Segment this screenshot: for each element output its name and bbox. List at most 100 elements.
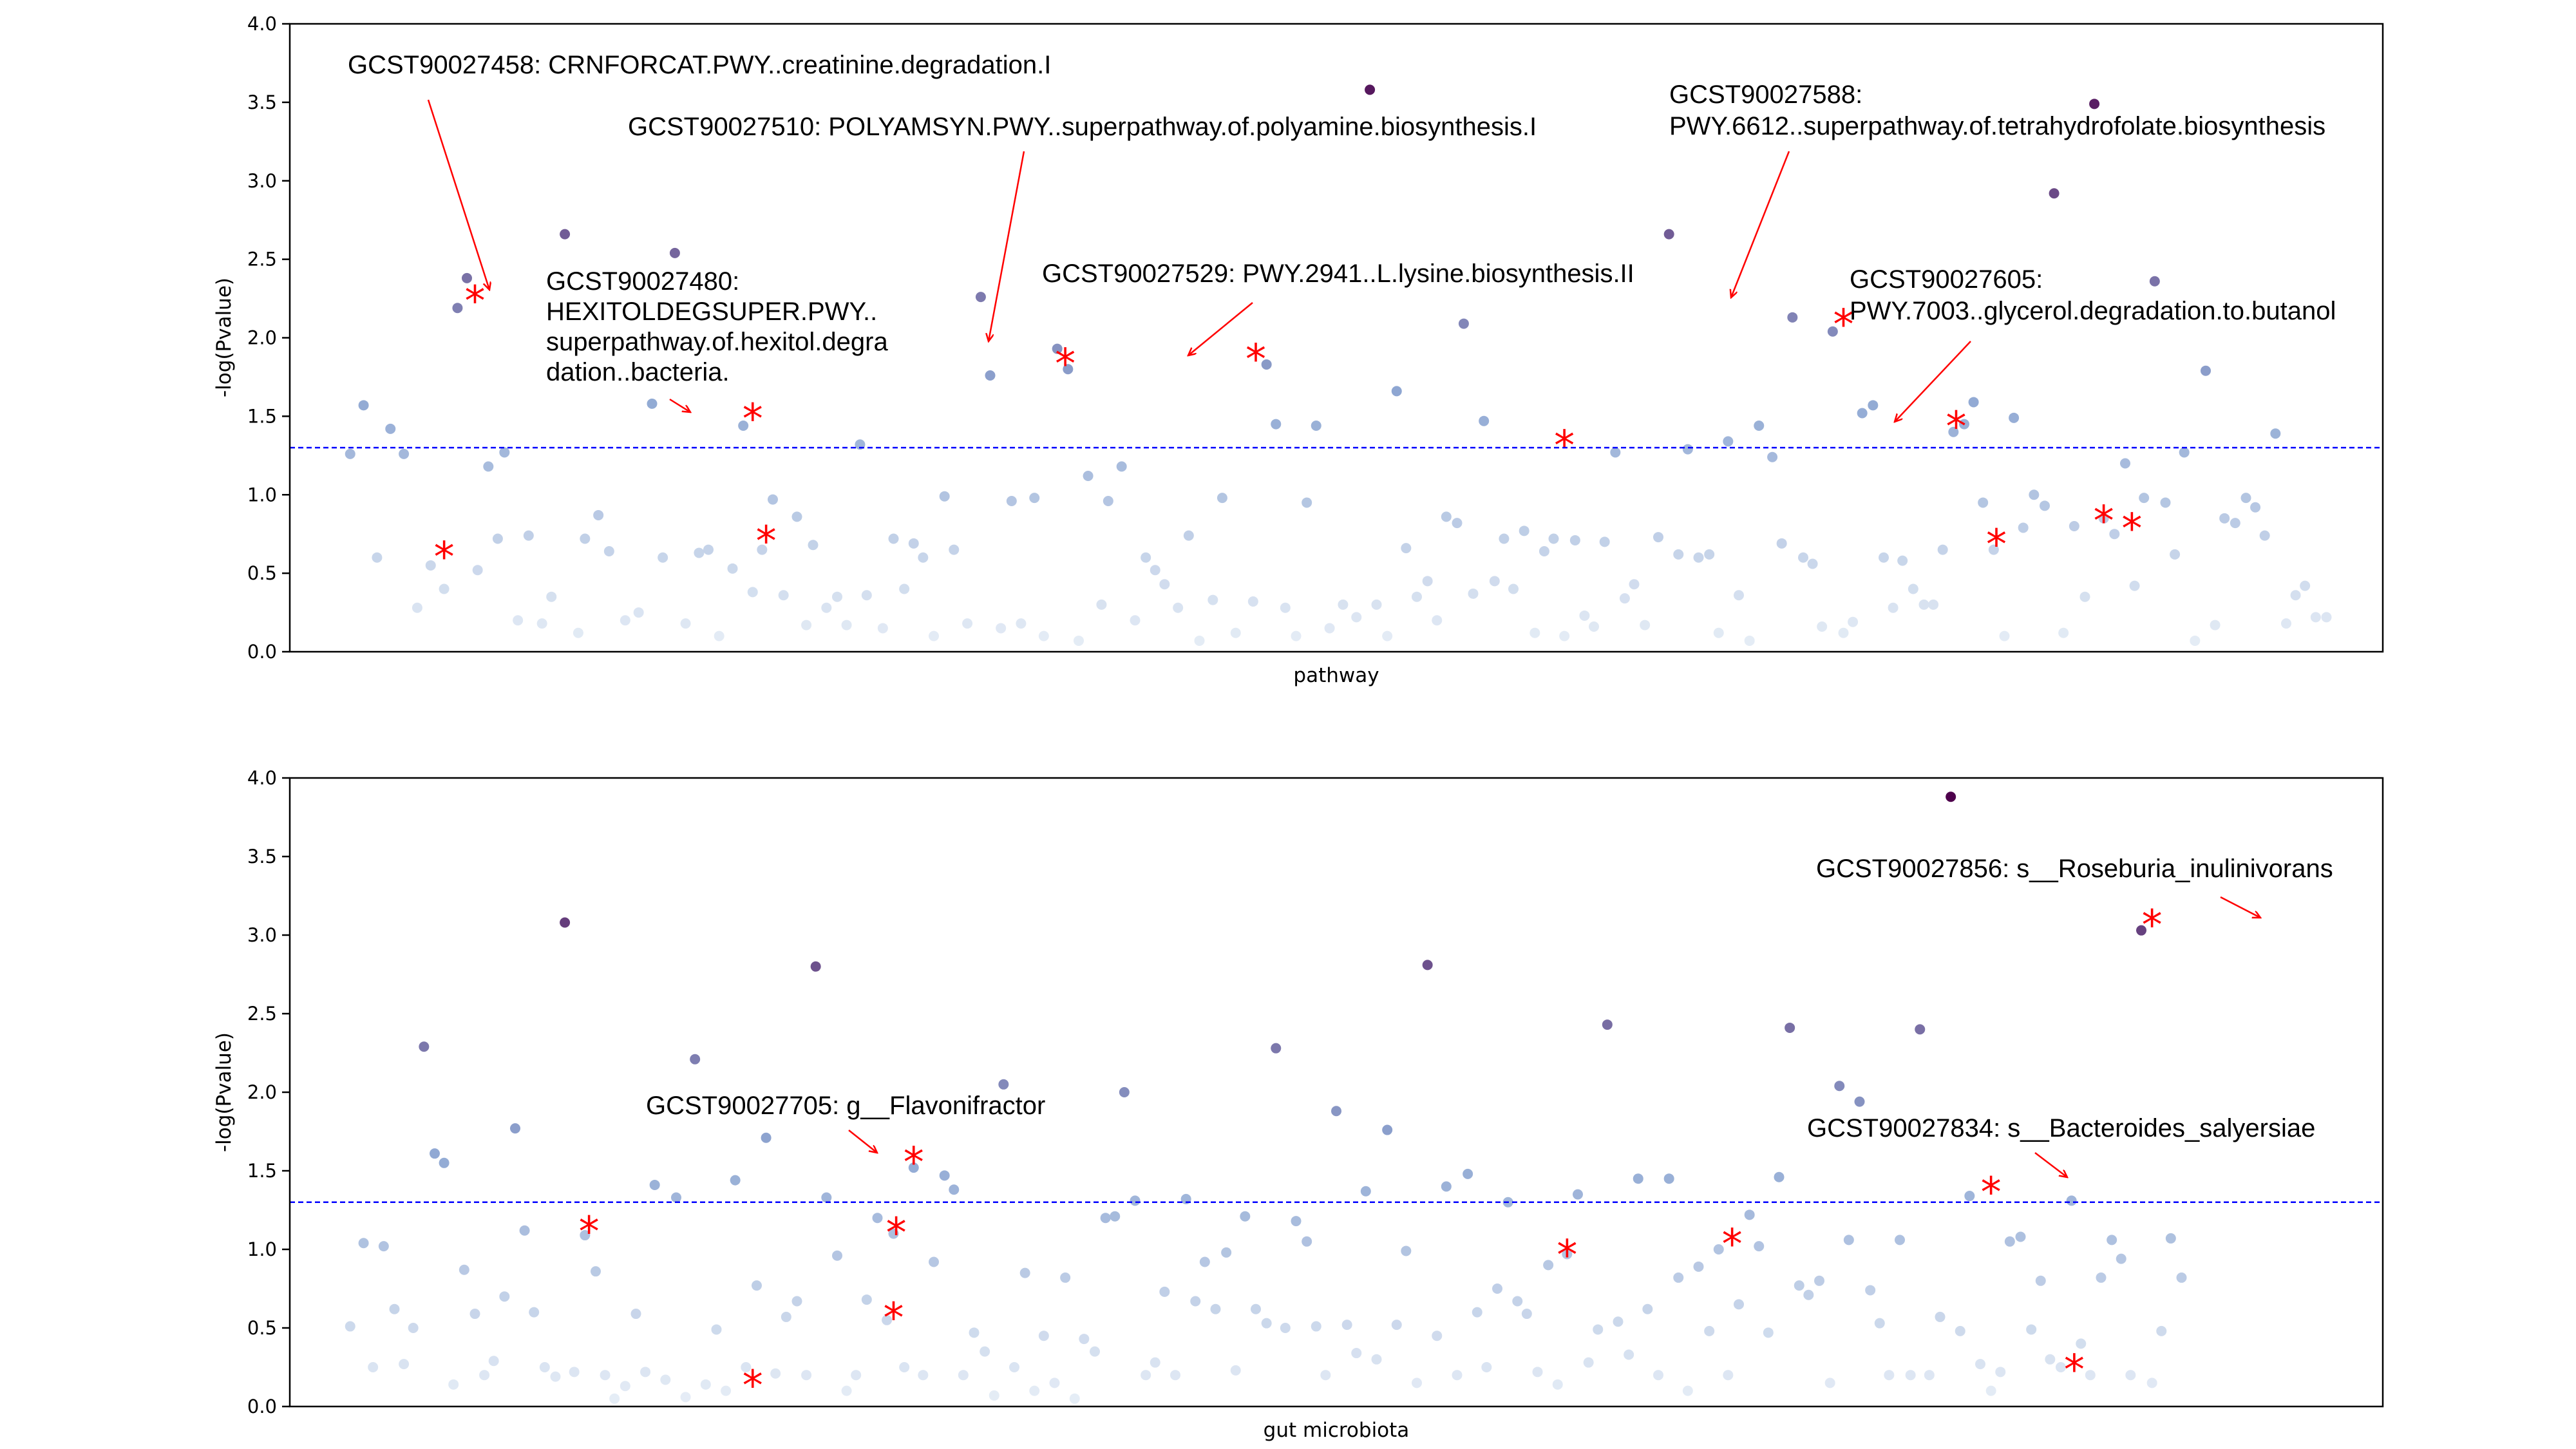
data-point <box>2281 618 2291 629</box>
data-point <box>1744 635 1755 646</box>
star-marker: * <box>2064 1347 2085 1394</box>
data-point <box>2035 1275 2046 1286</box>
data-point <box>1060 1272 1071 1283</box>
data-point <box>1905 1370 1916 1381</box>
data-point <box>680 1392 691 1403</box>
data-point <box>1009 1362 1019 1372</box>
data-point <box>2139 493 2150 504</box>
data-point <box>1382 630 1393 641</box>
data-point <box>980 1346 990 1357</box>
annotation-hexitol-3: superpathway.of.hexitol.degra <box>546 328 888 356</box>
data-point <box>908 538 919 549</box>
data-point <box>2129 580 2140 591</box>
data-point <box>1521 1309 1532 1320</box>
data-point <box>1063 364 1074 375</box>
data-point <box>1774 1171 1785 1182</box>
data-point <box>499 447 510 458</box>
annotation-glycerol-2: PWY.7003..glycerol.degradation.to.butano… <box>1850 297 2336 325</box>
data-point <box>1119 1087 1130 1097</box>
data-point <box>479 1370 490 1381</box>
data-point <box>669 247 680 258</box>
annotation-bacteroides: GCST90027834: s__Bacteroides_salyersiae <box>1807 1114 2315 1142</box>
data-point <box>573 627 583 638</box>
y-tick-label: 0.0 <box>247 1396 277 1417</box>
star-marker: * <box>1055 341 1075 388</box>
data-point <box>389 1303 400 1314</box>
data-point <box>791 511 802 522</box>
data-point <box>2190 635 2201 646</box>
annotation-polyamsyn: GCST90027510: POLYAMSYN.PWY..superpathwa… <box>628 113 1537 141</box>
data-point <box>658 552 668 563</box>
star-marker: * <box>579 1208 600 1256</box>
y-tick-label: 1.0 <box>247 1238 277 1260</box>
data-point <box>2066 1195 2077 1206</box>
data-point <box>439 583 450 594</box>
data-point <box>2230 518 2240 529</box>
data-point <box>2210 620 2221 630</box>
data-point <box>513 615 524 626</box>
data-point <box>1341 1320 1352 1331</box>
data-point <box>791 1296 802 1307</box>
star-marker: * <box>2142 902 2163 949</box>
data-point <box>671 1192 681 1203</box>
data-point <box>1170 1370 1180 1381</box>
data-point <box>1280 1323 1291 1333</box>
data-point <box>1230 627 1241 638</box>
data-point <box>1895 1235 1905 1245</box>
data-point <box>2026 1324 2037 1335</box>
data-point <box>1320 1370 1331 1381</box>
data-point <box>861 1294 872 1305</box>
data-point <box>2149 276 2160 287</box>
data-point <box>752 1280 762 1291</box>
data-point <box>1854 1096 1865 1107</box>
data-point <box>939 1170 950 1181</box>
data-point <box>1351 612 1362 623</box>
data-point <box>821 1192 832 1203</box>
annotation-crnforcat: GCST90027458: CRNFORCAT.PWY..creatinine.… <box>348 51 1051 79</box>
data-point <box>1975 1359 1985 1370</box>
annotation-hexitol-1: GCST90027480: <box>546 267 739 296</box>
data-point <box>1868 400 1879 411</box>
data-point <box>448 1379 459 1390</box>
data-point <box>1579 610 1590 621</box>
annotation-arrow <box>848 1130 877 1153</box>
data-point <box>1271 1043 1282 1054</box>
data-point <box>1673 1272 1684 1283</box>
data-point <box>1785 1022 1795 1033</box>
y-tick-label: 2.0 <box>247 1081 277 1103</box>
data-point <box>1371 1354 1382 1365</box>
y-tick-label: 4.0 <box>247 13 277 35</box>
data-point <box>2089 99 2100 109</box>
data-point <box>2179 447 2190 458</box>
data-point <box>908 1162 919 1173</box>
data-point <box>962 618 973 629</box>
data-point <box>1559 630 1570 641</box>
annotation-arrow <box>1731 151 1790 298</box>
data-point <box>1261 359 1272 370</box>
data-point <box>1642 1303 1653 1314</box>
data-point <box>721 1385 732 1396</box>
data-point <box>851 1370 862 1381</box>
annotation-arrow <box>669 398 690 412</box>
data-point <box>949 544 960 555</box>
annotation-flavonifractor: GCST90027705: g__Flavonifractor <box>646 1092 1045 1120</box>
microbiota-y-axis-label: -log(Pvalue) <box>213 1032 236 1152</box>
data-point <box>1422 960 1433 971</box>
data-point <box>1713 1244 1724 1255</box>
data-point <box>1948 426 1959 437</box>
data-point <box>385 423 396 434</box>
data-point <box>1240 1211 1251 1222</box>
data-point <box>1794 1280 1804 1291</box>
data-point <box>399 448 410 459</box>
data-point <box>1271 419 1282 430</box>
data-point <box>738 421 749 431</box>
data-point <box>2160 497 2171 508</box>
data-point <box>1468 588 1479 599</box>
data-point <box>1159 1286 1170 1297</box>
data-point <box>1199 1256 1210 1267</box>
data-point <box>1210 1303 1221 1314</box>
data-point <box>580 533 591 544</box>
star-marker: * <box>2094 498 2114 545</box>
data-point <box>1713 627 1724 638</box>
